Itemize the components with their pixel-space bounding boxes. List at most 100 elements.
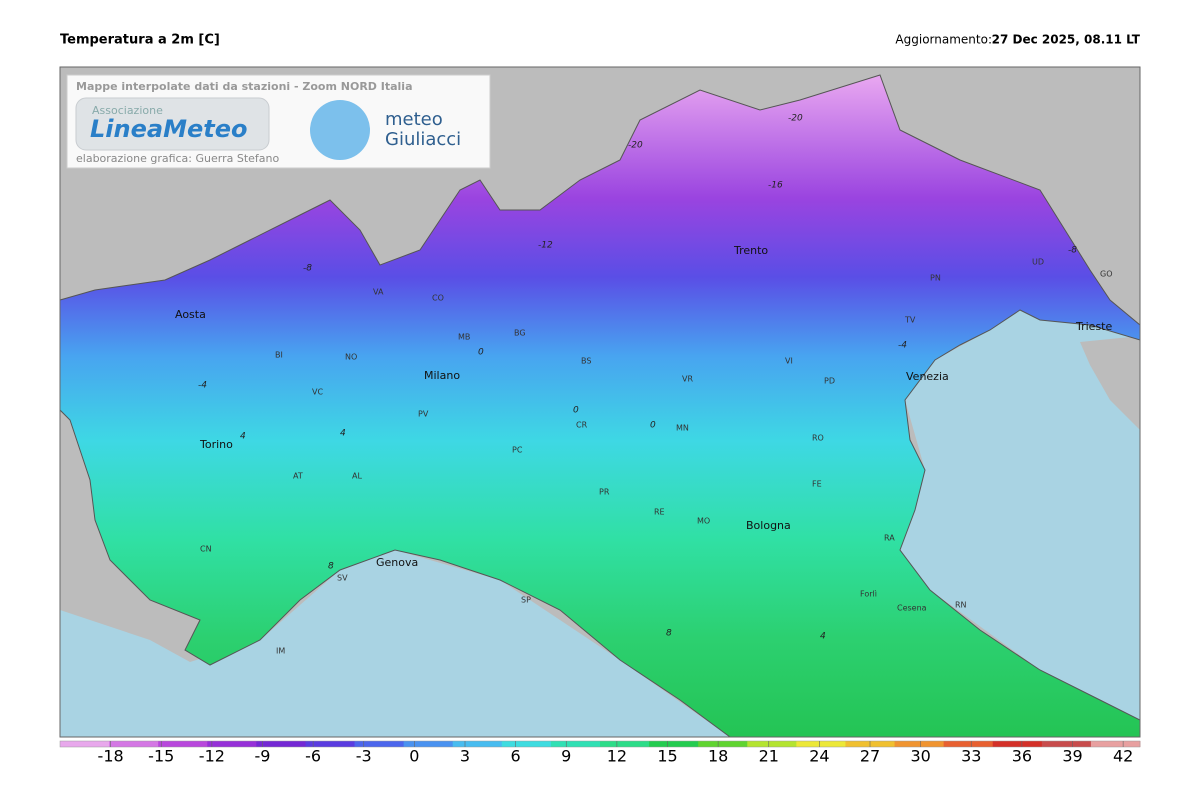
contour-label: -20 bbox=[628, 141, 643, 151]
italy bbox=[59, 74, 1141, 738]
colorbar-tick-label: 27 bbox=[860, 747, 880, 766]
province: TV bbox=[904, 316, 916, 325]
province: MB bbox=[458, 333, 470, 342]
province: SP bbox=[521, 596, 531, 605]
province: CR bbox=[576, 421, 588, 430]
colorbar-tick-label: 0 bbox=[409, 747, 419, 766]
colorbar-tick-label: 15 bbox=[657, 747, 677, 766]
colorbar-tick-label: -15 bbox=[148, 747, 174, 766]
colorbar-tick-label: 36 bbox=[1012, 747, 1032, 766]
colorbar-tick-label: -6 bbox=[305, 747, 321, 766]
colorbar-tick-label: 9 bbox=[561, 747, 571, 766]
province: Cesena bbox=[897, 604, 927, 613]
contour-label: -20 bbox=[788, 114, 803, 124]
logo-box bbox=[75, 97, 270, 151]
color-segment bbox=[943, 741, 994, 747]
province: UD bbox=[1032, 258, 1044, 267]
province: CN bbox=[200, 545, 212, 554]
province: FE bbox=[812, 480, 822, 489]
contour-label: -8 bbox=[303, 264, 312, 274]
map-labels: Aosta Torino Milano Genova Bologna Venez… bbox=[175, 114, 1113, 656]
city: Torino bbox=[199, 438, 233, 451]
province: RO bbox=[812, 434, 824, 443]
colorbar-tick-label: 24 bbox=[809, 747, 829, 766]
contour-label: 4 bbox=[240, 432, 246, 442]
province: IM bbox=[276, 647, 285, 656]
city: Bologna bbox=[746, 519, 791, 532]
contour-label: 8 bbox=[666, 629, 672, 639]
province: RE bbox=[654, 508, 665, 517]
city: Aosta bbox=[175, 308, 206, 321]
color-segment bbox=[796, 741, 846, 747]
city: Venezia bbox=[906, 370, 949, 383]
colorbar-tick-label: 30 bbox=[910, 747, 930, 766]
city: Milano bbox=[424, 369, 460, 382]
color-segment bbox=[109, 741, 159, 747]
contour-label: -12 bbox=[538, 241, 553, 251]
color-segment bbox=[501, 741, 552, 747]
logo-text: Associazione bbox=[92, 104, 163, 117]
city: Trieste bbox=[1075, 320, 1112, 333]
province: VI bbox=[785, 357, 793, 366]
city: Trento bbox=[733, 244, 768, 257]
colorbar-tick-label: 33 bbox=[961, 747, 981, 766]
province: AL bbox=[352, 472, 362, 481]
province: CO bbox=[432, 294, 444, 303]
color-segment bbox=[698, 741, 748, 747]
color-segment bbox=[158, 741, 208, 747]
province: RA bbox=[884, 534, 895, 543]
color-segment bbox=[452, 741, 503, 747]
title: Temperatura a 2m [C] bbox=[60, 33, 220, 48]
province: SV bbox=[337, 574, 348, 583]
province: BS bbox=[581, 357, 591, 366]
color-segment bbox=[649, 741, 699, 747]
contour-label: -16 bbox=[768, 181, 783, 191]
province: BI bbox=[275, 351, 283, 360]
contour-label: -4 bbox=[198, 381, 207, 391]
color-segment bbox=[354, 741, 405, 747]
contour-label: 8 bbox=[328, 562, 334, 572]
color-segment bbox=[992, 741, 1043, 747]
colorbar-tick-label: -12 bbox=[199, 747, 225, 766]
colorbar-tick-label: -9 bbox=[255, 747, 271, 766]
colorbar-tick-label: -3 bbox=[356, 747, 372, 766]
color-segment bbox=[256, 741, 306, 747]
province: MO bbox=[697, 517, 710, 526]
color-segment bbox=[747, 741, 797, 747]
color-segment bbox=[894, 741, 945, 747]
logo-text: meteo bbox=[385, 109, 443, 130]
colorbar-tick-label: -18 bbox=[98, 747, 124, 766]
contour-label: 0 bbox=[573, 406, 579, 416]
logo-text: Giuliacci bbox=[385, 129, 461, 150]
credit: elaborazione grafica: Guerra Stefano bbox=[76, 152, 280, 165]
overlay-subtitle: Mappe interpolate dati da stazioni - Zoo… bbox=[76, 80, 413, 93]
colorbar-tick-label: 18 bbox=[708, 747, 728, 766]
colorbar-tick-label: 42 bbox=[1113, 747, 1133, 766]
province: VC bbox=[312, 388, 323, 397]
city: Genova bbox=[376, 556, 418, 569]
province: PV bbox=[418, 410, 429, 419]
contour-label: 4 bbox=[340, 429, 346, 439]
province: PN bbox=[930, 274, 941, 283]
contour-label: 0 bbox=[650, 421, 656, 431]
color-segment bbox=[1090, 741, 1141, 747]
contour-label: -4 bbox=[898, 341, 907, 351]
province: MN bbox=[676, 424, 689, 433]
province: PD bbox=[824, 377, 835, 386]
map-frame bbox=[59, 66, 1141, 738]
province: VR bbox=[682, 375, 693, 384]
province: GO bbox=[1100, 270, 1113, 279]
province: VA bbox=[373, 288, 384, 297]
color-segment bbox=[207, 741, 257, 747]
logo-icon bbox=[310, 100, 370, 160]
province: RN bbox=[955, 601, 967, 610]
colorbar-tick-label: 12 bbox=[607, 747, 627, 766]
color-segment bbox=[60, 741, 110, 747]
color-segment bbox=[305, 741, 356, 747]
province: BG bbox=[514, 329, 526, 338]
province: NO bbox=[345, 353, 357, 362]
colorbar-tick-label: 21 bbox=[759, 747, 779, 766]
colorbar-tick-label: 3 bbox=[460, 747, 470, 766]
